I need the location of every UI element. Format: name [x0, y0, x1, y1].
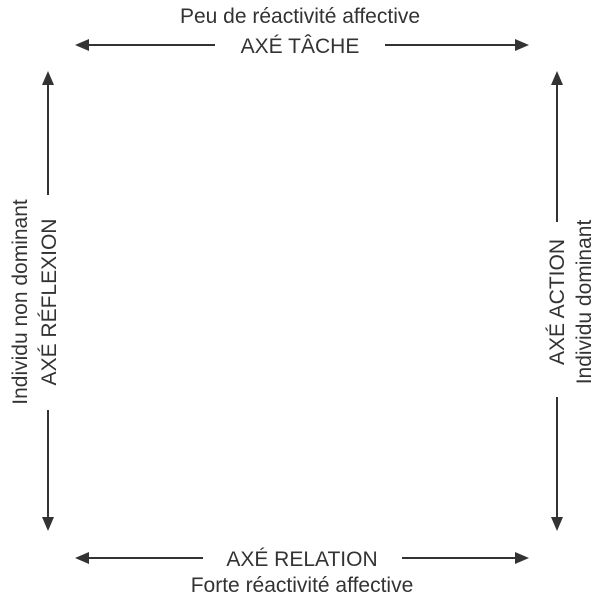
top-descriptor-label: Peu de réactivité affective — [180, 5, 420, 28]
right-descriptor-label: Individu dominant — [573, 220, 596, 385]
bottom-axis-left-arrowhead — [75, 552, 89, 564]
left-descriptor-label: Individu non dominant — [9, 199, 32, 405]
right-axis-top-arrowhead — [551, 71, 563, 85]
top-axis-right-arrowhead — [515, 39, 529, 51]
top-axis: Peu de réactivité affective AXÉ TÂCHE — [75, 5, 529, 58]
left-axis: Individu non dominant AXÉ RÉFLEXION — [9, 71, 61, 531]
bottom-axis-label: AXÉ RELATION — [226, 548, 377, 571]
top-axis-left-arrowhead — [75, 39, 89, 51]
top-axis-label: AXÉ TÂCHE — [241, 35, 360, 58]
right-axis-bottom-arrowhead — [551, 517, 563, 531]
left-axis-bottom-arrowhead — [42, 517, 54, 531]
bottom-axis: AXÉ RELATION Forte réactivité affective — [75, 548, 529, 597]
bottom-axis-right-arrowhead — [515, 552, 529, 564]
left-axis-top-arrowhead — [42, 71, 54, 85]
right-axis: AXÉ ACTION Individu dominant — [546, 71, 596, 531]
left-axis-label: AXÉ RÉFLEXION — [38, 219, 61, 386]
bottom-descriptor-label: Forte réactivité affective — [191, 574, 414, 597]
right-axis-label: AXÉ ACTION — [546, 239, 569, 365]
